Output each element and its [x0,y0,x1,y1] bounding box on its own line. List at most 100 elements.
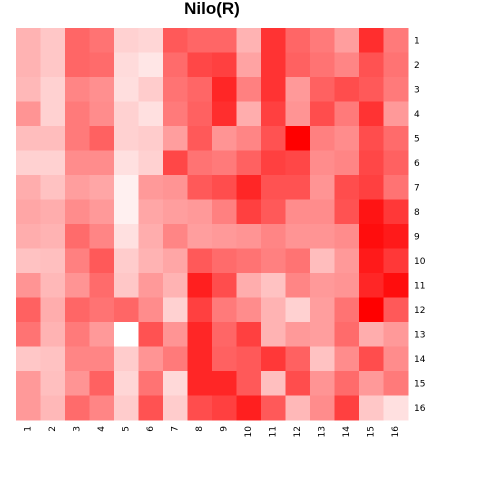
heatmap-cell-r8-c12 [285,199,311,225]
heatmap-cell-r11-c16 [383,273,409,298]
heatmap-cell-r5-c13 [310,126,335,151]
heatmap-cell-r5-c15 [359,126,384,151]
x-tick-label: 12 [293,426,303,437]
heatmap-cell-r2-c15 [359,52,384,78]
heatmap-cell-r16-c14 [334,395,360,421]
heatmap-cell-r15-c5 [114,371,139,396]
heatmap-cell-r13-c12 [285,322,311,347]
heatmap-cell-r12-c3 [65,297,90,323]
heatmap-cell-r12-c11 [261,297,286,323]
heatmap-cell-r16-c6 [138,395,164,421]
heatmap-cell-r1-c2 [40,28,66,53]
heatmap-cell-r10-c3 [65,248,90,274]
heatmap-cell-r10-c13 [310,248,335,274]
heatmap-cell-r3-c11 [261,77,286,102]
heatmap-cell-r1-c13 [310,28,335,53]
heatmap-cell-r12-c1 [16,297,41,323]
heatmap-cell-r16-c2 [40,395,66,421]
heatmap-cell-r6-c2 [40,150,66,176]
heatmap-cell-r8-c14 [334,199,360,225]
y-tick-label: 1 [414,36,420,46]
heatmap-cell-r13-c14 [334,322,360,347]
y-tick-label: 10 [414,257,426,267]
heatmap-cell-r13-c2 [40,322,66,347]
heatmap-cell-r8-c5 [114,199,139,225]
heatmap-cell-r2-c4 [89,52,115,78]
heatmap-cell-r12-c2 [40,297,66,323]
heatmap-cells [16,28,409,421]
heatmap-cell-r9-c6 [138,224,164,249]
heatmap-cell-r1-c11 [261,28,286,53]
heatmap-cell-r14-c6 [138,346,164,372]
chart-title: Nilo(R) [184,0,240,18]
heatmap-cell-r7-c16 [383,175,409,200]
heatmap-cell-r3-c3 [65,77,90,102]
heatmap-cell-r4-c2 [40,101,66,127]
heatmap-cell-r12-c7 [163,297,188,323]
x-tick-label: 15 [366,426,376,437]
heatmap-cell-r9-c10 [236,224,262,249]
heatmap-cell-r7-c4 [89,175,115,200]
heatmap-cell-r6-c9 [212,150,237,176]
heatmap-cell-r15-c3 [65,371,90,396]
x-tick-label: 2 [48,426,58,432]
heatmap-cell-r1-c6 [138,28,164,53]
heatmap-cell-r12-c4 [89,297,115,323]
heatmap-cell-r3-c10 [236,77,262,102]
heatmap-cell-r13-c3 [65,322,90,347]
heatmap-cell-r13-c7 [163,322,188,347]
heatmap-cell-r16-c8 [187,395,213,421]
x-tick-label: 13 [317,426,327,437]
heatmap-cell-r10-c9 [212,248,237,274]
heatmap-cell-r14-c4 [89,346,115,372]
heatmap-cell-r6-c5 [114,150,139,176]
heatmap-cell-r9-c1 [16,224,41,249]
heatmap-cell-r10-c6 [138,248,164,274]
heatmap-cell-r12-c8 [187,297,213,323]
heatmap-cell-r12-c16 [383,297,409,323]
heatmap-cell-r3-c6 [138,77,164,102]
heatmap-cell-r12-c13 [310,297,335,323]
heatmap-cell-r15-c13 [310,371,335,396]
heatmap-cell-r2-c5 [114,52,139,78]
heatmap-cell-r6-c13 [310,150,335,176]
heatmap-cell-r3-c1 [16,77,41,102]
heatmap-cell-r5-c3 [65,126,90,151]
heatmap-cell-r6-c4 [89,150,115,176]
heatmap-cell-r15-c9 [212,371,237,396]
x-tick-label: 14 [342,426,352,438]
heatmap-cell-r4-c9 [212,101,237,127]
y-tick-label: 4 [414,110,420,120]
heatmap-cell-r11-c11 [261,273,286,298]
heatmap-cell-r7-c13 [310,175,335,200]
heatmap-cell-r14-c8 [187,346,213,372]
y-tick-label: 5 [414,134,420,144]
y-tick-label: 3 [414,85,420,95]
heatmap-cell-r12-c10 [236,297,262,323]
heatmap-cell-r13-c11 [261,322,286,347]
x-tick-label: 7 [170,426,180,432]
y-tick-label: 15 [414,379,425,389]
heatmap-cell-r9-c5 [114,224,139,249]
heatmap-cell-r6-c10 [236,150,262,176]
x-tick-label: 16 [391,426,401,438]
heatmap-cell-r2-c12 [285,52,311,78]
heatmap-cell-r9-c4 [89,224,115,249]
heatmap-cell-r15-c8 [187,371,213,396]
heatmap-cell-r1-c7 [163,28,188,53]
heatmap-cell-r3-c12 [285,77,311,102]
y-tick-label: 13 [414,330,425,340]
heatmap-cell-r10-c12 [285,248,311,274]
heatmap-cell-r16-c7 [163,395,188,421]
heatmap-cell-r14-c7 [163,346,188,372]
heatmap-cell-r5-c11 [261,126,286,151]
y-tick-label: 7 [414,183,420,193]
heatmap-cell-r15-c7 [163,371,188,396]
y-tick-label: 11 [414,281,425,291]
heatmap-cell-r4-c16 [383,101,409,127]
heatmap-cell-r5-c7 [163,126,188,151]
heatmap-cell-r16-c12 [285,395,311,421]
heatmap-cell-r10-c14 [334,248,360,274]
heatmap-cell-r7-c15 [359,175,384,200]
heatmap-cell-r13-c16 [383,322,409,347]
